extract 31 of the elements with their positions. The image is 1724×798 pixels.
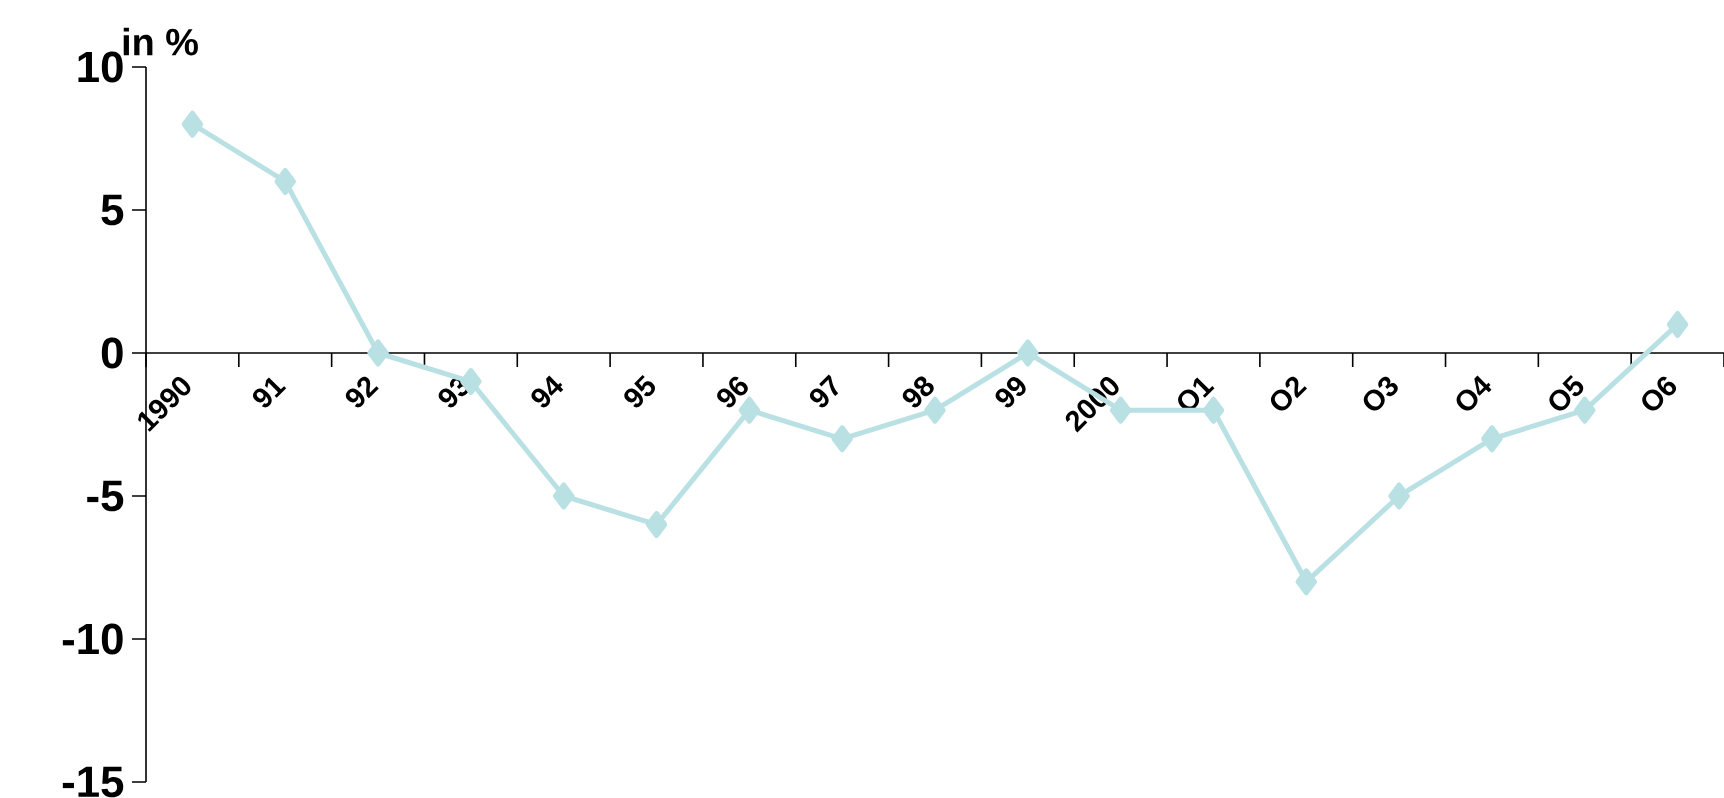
point xyxy=(1017,339,1039,367)
y-tick-label: -15 xyxy=(62,766,124,798)
x-tick-label: 94 xyxy=(531,375,564,408)
point xyxy=(1295,568,1318,596)
point xyxy=(274,167,296,195)
y-tick-label: 10 xyxy=(78,51,123,83)
point xyxy=(181,110,204,138)
y-tick-label: 5 xyxy=(101,194,124,226)
point xyxy=(552,482,575,510)
x-tick-label: O4 xyxy=(1456,375,1492,411)
x-tick-label: 96 xyxy=(717,376,748,408)
x-tick-label: O5 xyxy=(1549,374,1584,411)
y-tick-label: 0 xyxy=(101,337,123,369)
point xyxy=(1481,425,1503,453)
x-tick-label: O6 xyxy=(1642,376,1677,411)
x-tick-label: O2 xyxy=(1270,376,1308,411)
x-tick-label: 99 xyxy=(995,377,1026,408)
x-tick-label: 98 xyxy=(902,376,934,408)
point xyxy=(367,339,389,367)
x-tick-label: 92 xyxy=(345,376,379,408)
y-tick-label: -5 xyxy=(87,480,124,512)
y-axis-title: in % xyxy=(123,27,198,56)
x-tick-label: 97 xyxy=(809,374,839,408)
y-tick-label: -10 xyxy=(62,623,123,655)
point xyxy=(645,511,668,539)
point xyxy=(831,425,853,453)
x-tick-label: 91 xyxy=(253,377,287,408)
point xyxy=(1388,482,1410,510)
point xyxy=(1666,310,1689,338)
x-tick-label: O3 xyxy=(1363,376,1398,411)
x-tick-label: 95 xyxy=(624,374,655,408)
